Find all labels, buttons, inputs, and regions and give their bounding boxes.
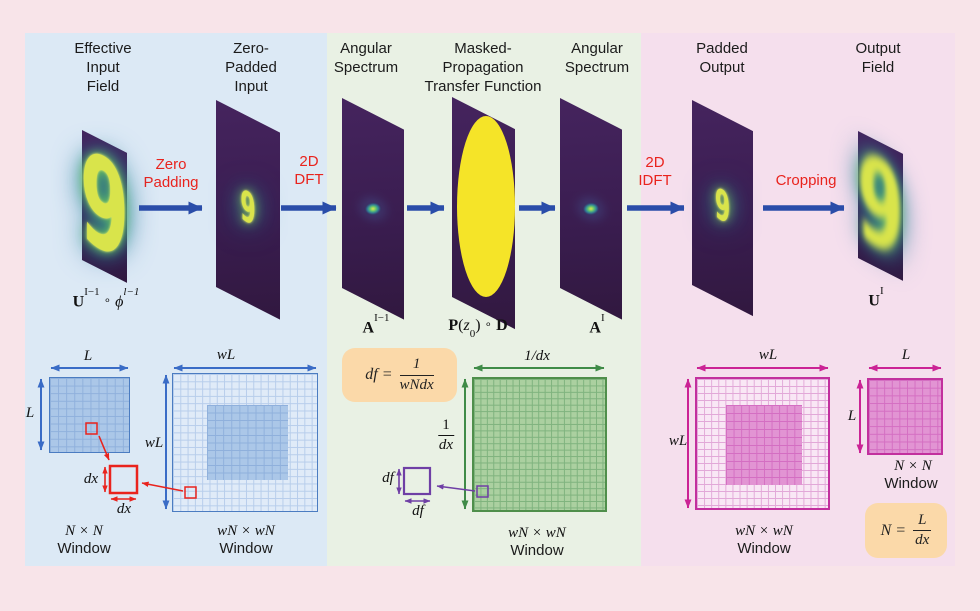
math-transfer-function: P(z0) ∘ D: [448, 317, 508, 341]
screen-padded-output: 9: [692, 100, 753, 317]
formula-df: df = 1 wNdx: [342, 348, 457, 402]
window-word-output: Window: [884, 475, 938, 492]
math-input-field: UI−1 ∘ ϕl−1: [72, 286, 140, 311]
z-subscript: 0: [469, 328, 476, 341]
formula-n-fraction: L dx: [913, 512, 932, 550]
hadamard-operator: ∘: [484, 317, 493, 331]
dim-1dx-left-frequency: 1 dx: [438, 417, 454, 453]
padded-window-center: [207, 405, 288, 480]
output-digit-nine: 9: [857, 124, 904, 287]
screen-angular-spectrum-in: [342, 98, 404, 320]
propagation-mask-ellipse: [457, 116, 515, 297]
dim-dx-height: dx: [83, 471, 99, 487]
p-symbol: P: [448, 317, 459, 334]
z-symbol: z: [463, 317, 470, 334]
input-digit-nine: 9: [80, 120, 129, 293]
screen-output-field: 9: [858, 125, 904, 287]
title-zero-padded-input: Zero- Padded Input: [225, 40, 277, 95]
dim-wL-left-padded-output: wL: [668, 433, 688, 449]
formula-n-lhs: N =: [880, 521, 907, 539]
window-size-output: N × N: [894, 458, 932, 474]
dim-wL-top-padded-output: wL: [758, 347, 778, 363]
title-angular-spectrum-in: Angular Spectrum: [333, 40, 399, 76]
window-word-input: Window: [57, 540, 111, 557]
phi-superscript: l−1: [123, 286, 140, 298]
spectrum-blob: [580, 200, 602, 218]
label-2d-idft: 2D IDFT: [638, 154, 672, 189]
dim-wL-top-padded: wL: [216, 347, 236, 363]
padded-window-grid: [172, 373, 318, 512]
a-superscript: I: [600, 312, 605, 324]
dim-L-left-input: L: [25, 405, 35, 421]
dim-df-height: df: [382, 470, 394, 486]
input-window-grid: [49, 377, 130, 453]
padded-output-digit-nine: 9: [714, 180, 731, 236]
window-size-frequency: wN × wN: [508, 525, 566, 541]
dim-1dx-top-frequency: 1/dx: [524, 348, 550, 364]
formula-df-fraction: 1 wNdx: [399, 356, 434, 393]
padded-digit-nine: 9: [240, 182, 256, 238]
hadamard-operator: ∘: [103, 293, 112, 308]
title-padded-output: Padded Output: [696, 40, 748, 76]
title-effective-input-field: Effective Input Field: [74, 40, 132, 95]
title-angular-spectrum-out: Angular Spectrum: [564, 40, 630, 76]
dim-dx-width: dx: [116, 501, 132, 517]
u-superscript: I−1: [84, 286, 100, 298]
window-size-padded: wN × wN: [217, 523, 275, 539]
math-output-field: UI: [868, 285, 883, 310]
padded-output-window-grid: [695, 377, 830, 510]
math-angular-spectrum-out: AI: [589, 312, 604, 337]
u-superscript: I: [879, 285, 884, 297]
window-size-input: N × N: [65, 523, 103, 539]
formula-n: N = L dx: [865, 503, 947, 558]
label-cropping: Cropping: [775, 172, 837, 189]
screen-angular-spectrum-out: [560, 98, 622, 320]
frequency-window-grid: [472, 377, 607, 512]
a-symbol: A: [589, 319, 601, 337]
screen-zero-padded-input: 9: [216, 100, 280, 320]
padded-output-window-center: [726, 405, 802, 485]
window-word-padded: Window: [219, 540, 273, 557]
a-superscript: I−1: [374, 312, 390, 324]
output-window-grid: [867, 378, 943, 455]
window-word-padded-output: Window: [737, 540, 791, 557]
window-size-padded-output: wN × wN: [735, 523, 793, 539]
a-symbol: A: [362, 319, 375, 337]
dim-L-top-output: L: [901, 347, 911, 363]
math-angular-spectrum-in: AI−1: [362, 312, 390, 337]
dim-L-top-input: L: [83, 348, 93, 364]
phi-symbol: ϕ: [115, 293, 124, 311]
spectrum-blob: [362, 200, 384, 218]
window-word-frequency: Window: [510, 542, 564, 559]
label-zero-padding: Zero Padding: [143, 156, 199, 191]
label-2d-dft: 2D DFT: [294, 153, 324, 188]
u-symbol: U: [868, 292, 880, 310]
u-symbol: U: [72, 293, 85, 311]
dim-df-width: df: [412, 503, 424, 519]
d-symbol: D: [496, 317, 508, 334]
dim-wL-left-padded: wL: [144, 435, 164, 451]
screen-effective-input: 9: [80, 120, 129, 292]
title-masked-propagation: Masked- Propagation Transfer Function: [424, 40, 542, 95]
formula-df-lhs: df =: [365, 366, 393, 383]
dim-L-left-output: L: [847, 408, 857, 424]
title-output-field: Output Field: [855, 40, 901, 76]
